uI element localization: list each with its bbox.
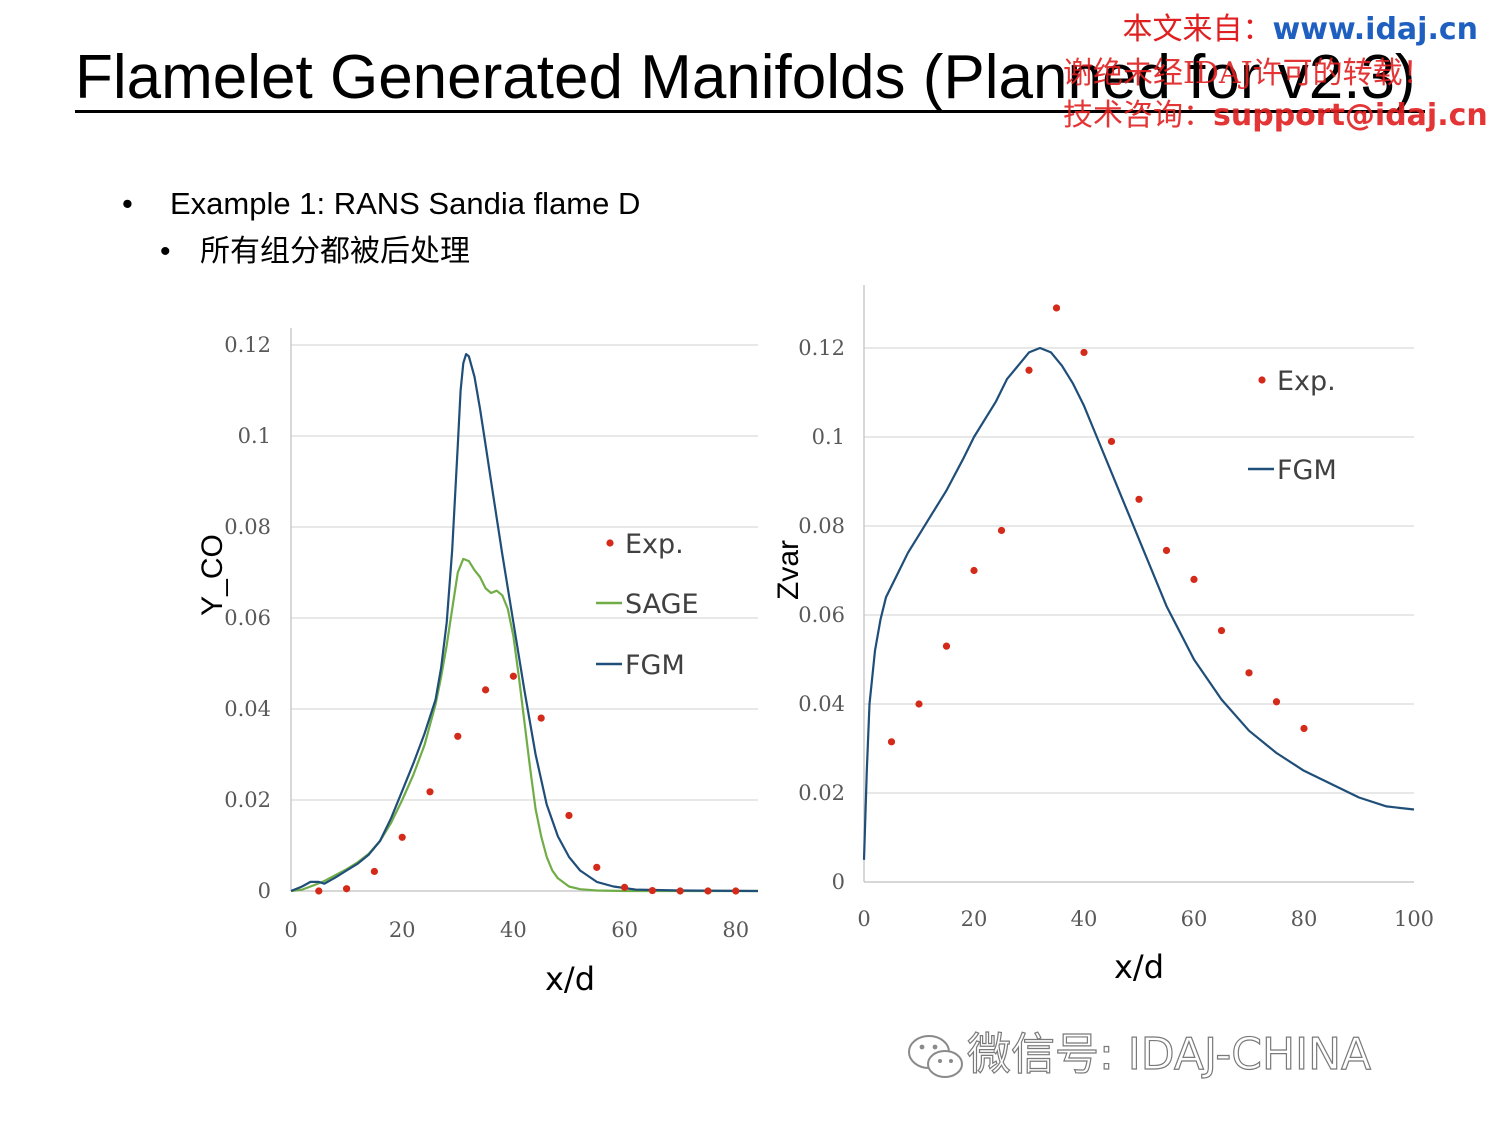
x-axis-label: x/d [1114, 948, 1164, 986]
x-tick-label: 60 [1181, 907, 1208, 931]
legend-label: Exp. [1277, 366, 1336, 397]
x-tick-label: 80 [722, 918, 749, 942]
data-point-exp [426, 788, 434, 796]
data-point-exp [970, 566, 978, 575]
bullet-text: Example 1: RANS Sandia flame D [170, 186, 641, 221]
y-tick-label: 0.02 [224, 788, 271, 812]
legend-label: FGM [625, 650, 685, 681]
footer-wechat-id: 微信号: IDAJ-CHINA [966, 1028, 1372, 1080]
y-tick-label: 0.1 [238, 424, 271, 448]
chart-2: 0 0.02 0.04 0.06 0.08 0.1 0.12 0 20 40 60 80 100 Zvar… [772, 285, 1434, 986]
data-point-exp [315, 887, 323, 895]
x-tick-label: 40 [1071, 907, 1098, 931]
y-tick-label: 0.1 [812, 425, 845, 449]
y-axis-label: Y_CO [196, 534, 229, 616]
data-point-exp [1052, 304, 1061, 312]
data-point-exp [676, 887, 684, 895]
y-tick-label: 0.06 [224, 606, 271, 630]
y-axis-label: Zvar [772, 540, 805, 600]
x-tick-label: 100 [1394, 907, 1434, 931]
x-tick-label: 0 [857, 907, 870, 931]
y-tick-label: 0.08 [224, 515, 271, 539]
data-point-exp [1107, 437, 1116, 446]
data-point-exp [370, 867, 378, 876]
footer-wechat: 微信号: IDAJ-CHINA [905, 1018, 1372, 1084]
legend-label: SAGE [625, 589, 699, 620]
series-line-fgm [862, 346, 1415, 860]
data-point-exp [481, 686, 490, 694]
data-point-exp [997, 526, 1006, 535]
x-tick-label: 20 [389, 918, 416, 942]
series-line-fgm [290, 353, 759, 893]
data-point-exp [620, 883, 629, 891]
legend-label: FGM [1277, 455, 1337, 486]
data-point-exp [1080, 348, 1088, 357]
y-tick-label: 0.12 [798, 336, 845, 360]
data-point-exp [1245, 669, 1253, 677]
x-tick-label: 0 [284, 918, 297, 942]
data-point-exp [398, 833, 406, 841]
y-tick-label: 0.12 [224, 333, 271, 357]
data-point-exp [1272, 698, 1281, 706]
legend-marker-exp [606, 539, 614, 547]
y-tick-label: 0.02 [798, 781, 845, 805]
y-tick-label: 0 [258, 879, 271, 903]
data-point-exp [1135, 495, 1143, 503]
data-point-exp [1217, 626, 1226, 635]
data-point-exp [942, 642, 951, 650]
data-point-exp [342, 885, 351, 893]
y-tick-label: 0.04 [798, 692, 845, 716]
watermark-url[interactable]: www.idaj.cn [1272, 12, 1478, 47]
x-tick-label: 60 [611, 918, 638, 942]
chart-1: 0 0.02 0.04 0.06 0.08 0.1 0.12 0 20 40 60 80 Y_CO x/d… [196, 328, 759, 998]
legend-label: Exp. [625, 529, 684, 560]
x-tick-label: 80 [1291, 907, 1318, 931]
y-tick-label: 0.08 [798, 514, 845, 538]
x-axis-label: x/d [545, 960, 595, 998]
data-point-exp [1025, 366, 1033, 374]
watermark-consult-prefix: 技术咨询： [1063, 98, 1213, 133]
data-point-exp [565, 811, 573, 820]
data-point-exp [454, 732, 462, 740]
watermark-line-1: 本文来自：www.idaj.cn [1123, 4, 1478, 48]
data-point-exp [915, 700, 923, 708]
title-underline [75, 110, 1425, 113]
y-tick-label: 0.06 [798, 603, 845, 627]
data-point-exp [509, 672, 517, 680]
y-tick-label: 0.04 [224, 697, 271, 721]
x-tick-label: 40 [500, 918, 527, 942]
data-point-exp [1190, 575, 1198, 584]
bullet-dot-icon: • [160, 235, 171, 268]
data-point-exp [887, 738, 896, 746]
data-point-exp [1162, 546, 1171, 555]
data-point-exp [537, 714, 545, 722]
watermark-email[interactable]: support@idaj.cn [1213, 98, 1488, 133]
data-point-exp [732, 887, 740, 895]
data-point-exp [704, 887, 712, 895]
data-point-exp [593, 863, 601, 871]
wechat-icon [908, 1035, 963, 1078]
bullet-text: 所有组分都被后处理 [200, 234, 470, 269]
data-point-exp [1300, 724, 1308, 733]
bullet-item-2: • 所有组分都被后处理 [160, 226, 470, 270]
x-tick-label: 20 [961, 907, 988, 931]
slide-title: Flamelet Generated Manifolds (Planned fo… [75, 43, 1416, 112]
watermark-prefix: 本文来自： [1122, 12, 1273, 47]
data-point-exp [648, 886, 656, 895]
y-tick-label: 0 [832, 870, 845, 894]
bullet-item-1: • Example 1: RANS Sandia flame D [122, 186, 640, 222]
watermark-line-2: 谢绝未经IDAJ许可的转载！ [1063, 56, 1433, 91]
legend-marker-exp [1258, 376, 1266, 384]
watermark-line-3: 技术咨询：support@idaj.cn [1063, 90, 1488, 134]
bullet-dot-icon: • [122, 186, 133, 221]
